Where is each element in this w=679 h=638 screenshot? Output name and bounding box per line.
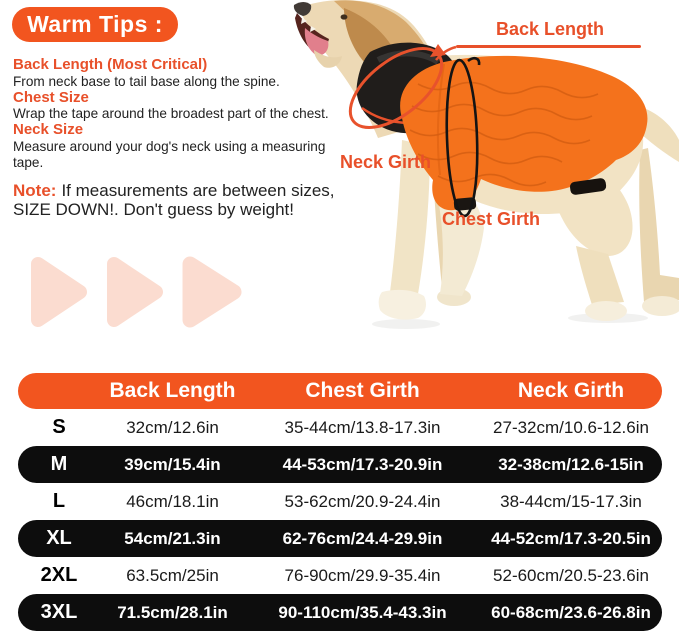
chest-girth-tape-end	[467, 56, 481, 66]
arrow-triangle-icon	[31, 257, 87, 327]
note-text: If measurements are between sizes, SIZE …	[13, 181, 335, 219]
dog-tooth	[301, 18, 307, 24]
neck-girth-cell: 52-60cm/20.5-23.6in	[493, 565, 649, 585]
vest-buckle	[569, 178, 607, 195]
dog-tooth	[310, 26, 316, 32]
size-table-rows: S 32cm/12.6in 35-44cm/13.8-17.3in 27-32c…	[18, 409, 662, 631]
arrow-triangle-icon	[107, 257, 163, 327]
dog-paw	[585, 301, 627, 321]
table-row: M 39cm/15.4in 44-53cm/17.3-20.9in 32-38c…	[18, 446, 662, 483]
warm-tips-title: Warm Tips :	[27, 11, 163, 37]
back-length-cell: 39cm/15.4in	[124, 454, 221, 474]
dog-leg	[639, 148, 679, 302]
chest-girth-cell: 62-76cm/24.4-29.9in	[282, 528, 443, 548]
back-length-hook	[435, 45, 457, 61]
size-table: Back Length Chest Girth Neck Girth S 32c…	[18, 373, 662, 631]
back-length-cell: 63.5cm/25in	[126, 565, 219, 585]
chest-girth-cell: 90-110cm/35.4-43.3in	[278, 602, 447, 622]
warm-tips-badge: Warm Tips :	[12, 7, 178, 42]
size-cell: M	[50, 453, 68, 475]
tip-heading-back-length: Back Length (Most Critical)	[13, 56, 208, 73]
dog-eye	[340, 14, 348, 20]
neck-girth-cell: 32-38cm/12.6-15in	[498, 454, 644, 474]
tip-body-neck-size: Measure around your dog's neck using a m…	[13, 138, 326, 171]
arrow-triangles	[31, 256, 242, 328]
chest-girth-cell: 35-44cm/13.8-17.3in	[284, 417, 441, 437]
dog-tongue	[304, 28, 329, 56]
dog-paw	[378, 289, 426, 320]
chest-girth-cell: 44-53cm/17.3-20.9in	[282, 454, 443, 474]
chest-girth-cell: 53-62cm/20.9-24.4in	[284, 491, 441, 511]
back-length-cell: 32cm/12.6in	[126, 417, 219, 437]
size-cell: S	[52, 416, 66, 438]
table-row: L 46cm/18.1in 53-62cm/20.9-24.4in 38-44c…	[18, 483, 662, 520]
table-row: 2XL 63.5cm/25in 76-90cm/29.9-35.4in 52-6…	[18, 557, 662, 594]
back-length-label: Back Length	[495, 19, 605, 39]
dog-measurement-illustration	[293, 0, 679, 329]
dog-leg	[576, 246, 624, 305]
neck-girth-cell: 38-44cm/15-17.3in	[500, 491, 642, 511]
chest-girth-cell: 76-90cm/29.9-35.4in	[284, 565, 441, 585]
neck-girth-cell: 44-52cm/17.3-20.5in	[491, 528, 651, 548]
back-length-cell: 71.5cm/28.1in	[117, 602, 228, 622]
neck-girth-label: Neck Girth	[340, 152, 432, 172]
back-length-cell: 46cm/18.1in	[126, 491, 219, 511]
size-cell: L	[52, 490, 66, 512]
neck-girth-cell: 27-32cm/10.6-12.6in	[493, 417, 649, 437]
size-table-header: Back Length Chest Girth Neck Girth	[18, 373, 662, 409]
dog-nose	[293, 2, 312, 16]
tip-heading-chest-size: Chest Size	[13, 88, 89, 106]
collar-highlight	[376, 50, 440, 65]
size-cell: 3XL	[40, 601, 78, 623]
measuring-tips: Back Length (Most Critical) From neck ba…	[13, 56, 375, 171]
sizing-note: Note: If measurements are between sizes, …	[13, 181, 358, 219]
header-back-length: Back Length	[109, 379, 236, 402]
neck-girth-cell: 60-68cm/23.6-26.8in	[491, 602, 651, 622]
back-length-line	[456, 45, 641, 48]
note-label: Note:	[13, 181, 57, 200]
chest-girth-loop	[445, 58, 479, 218]
vest-quilting	[409, 81, 599, 187]
table-row: 3XL 71.5cm/28.1in 90-110cm/35.4-43.3in 6…	[18, 594, 662, 631]
arrow-triangle-icon	[182, 256, 242, 328]
dog-chin	[314, 50, 342, 68]
tip-body-chest-size: Wrap the tape around the broadest part o…	[13, 106, 329, 122]
dog-paw	[642, 296, 679, 316]
chest-girth-label: Chest Girth	[442, 209, 541, 229]
vest-seam	[436, 63, 445, 176]
header-chest-girth: Chest Girth	[305, 379, 420, 402]
size-cell: XL	[46, 527, 72, 549]
table-row: XL 54cm/21.3in 62-76cm/24.4-29.9in 44-52…	[18, 520, 662, 557]
tip-body-back-length: From neck base to tail base along the sp…	[13, 73, 280, 89]
table-row: S 32cm/12.6in 35-44cm/13.8-17.3in 27-32c…	[18, 409, 662, 446]
size-cell: 2XL	[40, 564, 78, 586]
back-length-cell: 54cm/21.3in	[124, 528, 221, 548]
shadow	[372, 319, 440, 329]
tip-heading-neck-size: Neck Size	[13, 121, 84, 139]
header-neck-girth: Neck Girth	[517, 379, 625, 402]
dog-vest	[400, 55, 648, 211]
dog-leg	[390, 140, 430, 294]
